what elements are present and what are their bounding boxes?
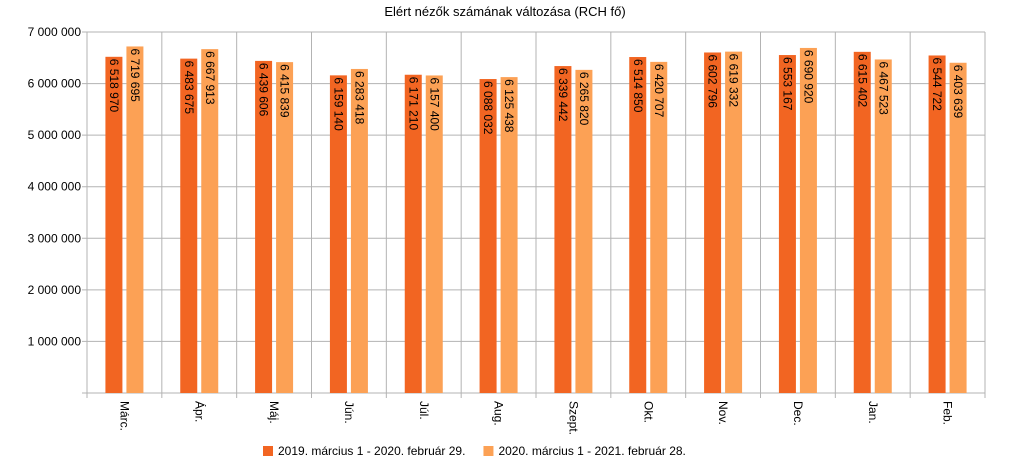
bar	[725, 51, 743, 393]
bar	[350, 68, 368, 394]
bar	[704, 52, 722, 394]
bar	[778, 55, 796, 393]
x-tick-label: Aug.	[492, 401, 506, 426]
legend-label: 2020. március 1 - 2021. február 28.	[498, 444, 685, 458]
bar	[255, 60, 273, 393]
value-label: 6 420 707	[652, 64, 666, 118]
bar	[928, 55, 946, 393]
value-label: 6 339 442	[556, 68, 570, 122]
value-label: 6 602 796	[706, 54, 720, 108]
bar	[874, 59, 892, 393]
value-label: 6 125 438	[502, 79, 516, 133]
value-label: 6 690 920	[801, 50, 815, 104]
x-tick-label: Jan.	[866, 401, 880, 424]
y-tick-label: 1 000 000	[28, 334, 82, 348]
value-label: 6 159 140	[331, 77, 345, 131]
legend-swatch	[483, 446, 494, 456]
bar	[853, 51, 871, 394]
x-tick-label: Márc.	[117, 401, 131, 431]
bar	[500, 77, 518, 393]
value-label: 6 553 167	[780, 57, 794, 111]
legend-label: 2019. március 1 - 2020. február 29.	[278, 444, 465, 458]
bar	[276, 62, 294, 394]
y-tick-label: 2 000 000	[28, 283, 82, 297]
bar	[425, 75, 443, 393]
y-tick-label: 4 000 000	[28, 180, 82, 194]
x-tick-label: Júl.	[417, 401, 431, 420]
value-label: 6 667 913	[203, 51, 217, 105]
bar	[126, 46, 144, 394]
bar	[629, 57, 647, 394]
bar	[479, 79, 497, 393]
bar	[650, 61, 668, 393]
legend-swatch	[263, 446, 273, 456]
value-label: 6 283 418	[352, 71, 366, 125]
value-label: 6 518 970	[107, 59, 121, 113]
x-tick-label: Nov.	[716, 401, 730, 425]
value-label: 6 415 839	[278, 64, 292, 118]
value-label: 6 619 332	[727, 54, 741, 108]
value-label: 6 403 639	[951, 65, 965, 119]
y-tick-label: 5 000 000	[28, 128, 82, 142]
value-label: 6 483 675	[182, 61, 196, 115]
value-label: 6 615 402	[855, 54, 869, 108]
bar	[575, 69, 593, 394]
bar	[554, 66, 572, 393]
x-tick-label: Jún.	[342, 401, 356, 424]
x-tick-label: Dec.	[791, 401, 805, 426]
bar	[404, 74, 422, 393]
value-label: 6 265 820	[577, 72, 591, 126]
value-label: 6 439 606	[257, 63, 271, 117]
value-label: 6 157 400	[427, 77, 441, 131]
y-tick-label: 6 000 000	[28, 77, 82, 91]
x-tick-label: Okt.	[641, 401, 655, 423]
x-tick-label: Szept.	[566, 401, 580, 435]
value-label: 6 171 210	[406, 77, 420, 131]
value-label: 6 719 695	[128, 48, 142, 102]
bar	[105, 56, 123, 393]
chart-title: Elért nézők számának változása (RCH fő)	[384, 4, 625, 19]
x-tick-label: Ápr.	[192, 401, 207, 422]
value-label: 6 088 032	[481, 81, 495, 135]
x-tick-label: Feb.	[941, 401, 955, 425]
value-label: 6 467 523	[876, 61, 890, 115]
y-tick-label: 7 000 000	[28, 25, 82, 39]
bar	[201, 49, 219, 394]
y-tick-label: 3 000 000	[28, 231, 82, 245]
bar	[329, 75, 347, 393]
value-label: 6 514 850	[631, 59, 645, 113]
bar	[180, 58, 198, 393]
bar	[949, 62, 967, 393]
x-tick-label: Máj.	[267, 401, 281, 424]
bar	[799, 47, 817, 393]
value-label: 6 544 722	[930, 57, 944, 111]
